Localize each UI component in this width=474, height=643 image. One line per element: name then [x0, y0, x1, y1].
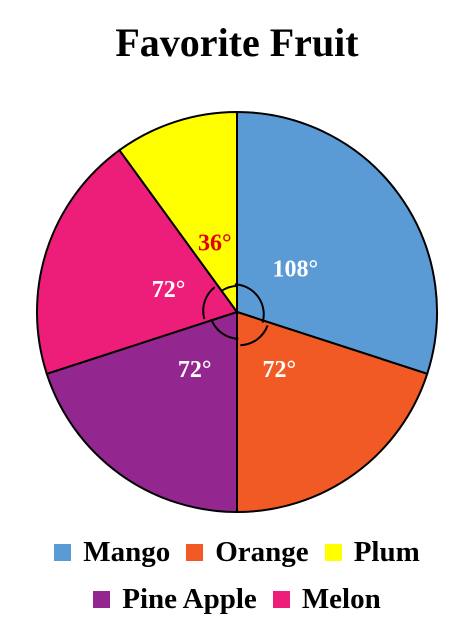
- slice-melon: [36, 148, 239, 376]
- legend-item-mango: Mango: [54, 535, 170, 569]
- slice-plum: [118, 110, 238, 316]
- angle-arc-orange: [240, 325, 269, 347]
- legend-label-melon: Melon: [301, 583, 381, 615]
- legend-swatch-plum: [324, 543, 342, 561]
- angle-arc-mango: [234, 283, 265, 323]
- legend-label-plum: Plum: [353, 536, 420, 568]
- angle-label-melon: 72°: [152, 277, 186, 303]
- angle-label-plum: 36°: [198, 231, 232, 257]
- chart-title: Favorite Fruit: [115, 20, 359, 65]
- legend-swatch-pine-apple: [93, 590, 111, 608]
- slice-pine-apple: [45, 310, 238, 514]
- legend-item-plum: Plum: [324, 535, 420, 569]
- legend-row-1: Mango Orange Plum: [0, 535, 474, 569]
- pie-slices: [36, 110, 438, 514]
- angle-arc-pine-apple: [210, 318, 239, 340]
- angle-arc-plum: [220, 284, 238, 292]
- legend-swatch-melon: [272, 590, 290, 608]
- legend-item-pine-apple: Pine Apple: [93, 582, 257, 616]
- angle-arcs: [202, 283, 269, 347]
- slice-orange: [236, 310, 429, 514]
- angle-label-mango: 108°: [272, 257, 318, 283]
- legend-swatch-mango: [54, 543, 72, 561]
- angle-label-pine-apple: 72°: [178, 357, 212, 383]
- legend-item-orange: Orange: [186, 535, 309, 569]
- legend-item-melon: Melon: [272, 582, 381, 616]
- legend-label-orange: Orange: [215, 536, 309, 568]
- legend-label-mango: Mango: [83, 536, 171, 568]
- angle-label-orange: 72°: [263, 357, 297, 383]
- legend-swatch-orange: [186, 543, 204, 561]
- legend-row-2: Pine Apple Melon: [0, 582, 474, 616]
- angle-arc-melon: [202, 286, 216, 320]
- legend-label-pine-apple: Pine Apple: [122, 583, 257, 615]
- slice-mango: [236, 110, 438, 376]
- angle-labels: 108° 72° 72° 72° 36°: [152, 231, 318, 384]
